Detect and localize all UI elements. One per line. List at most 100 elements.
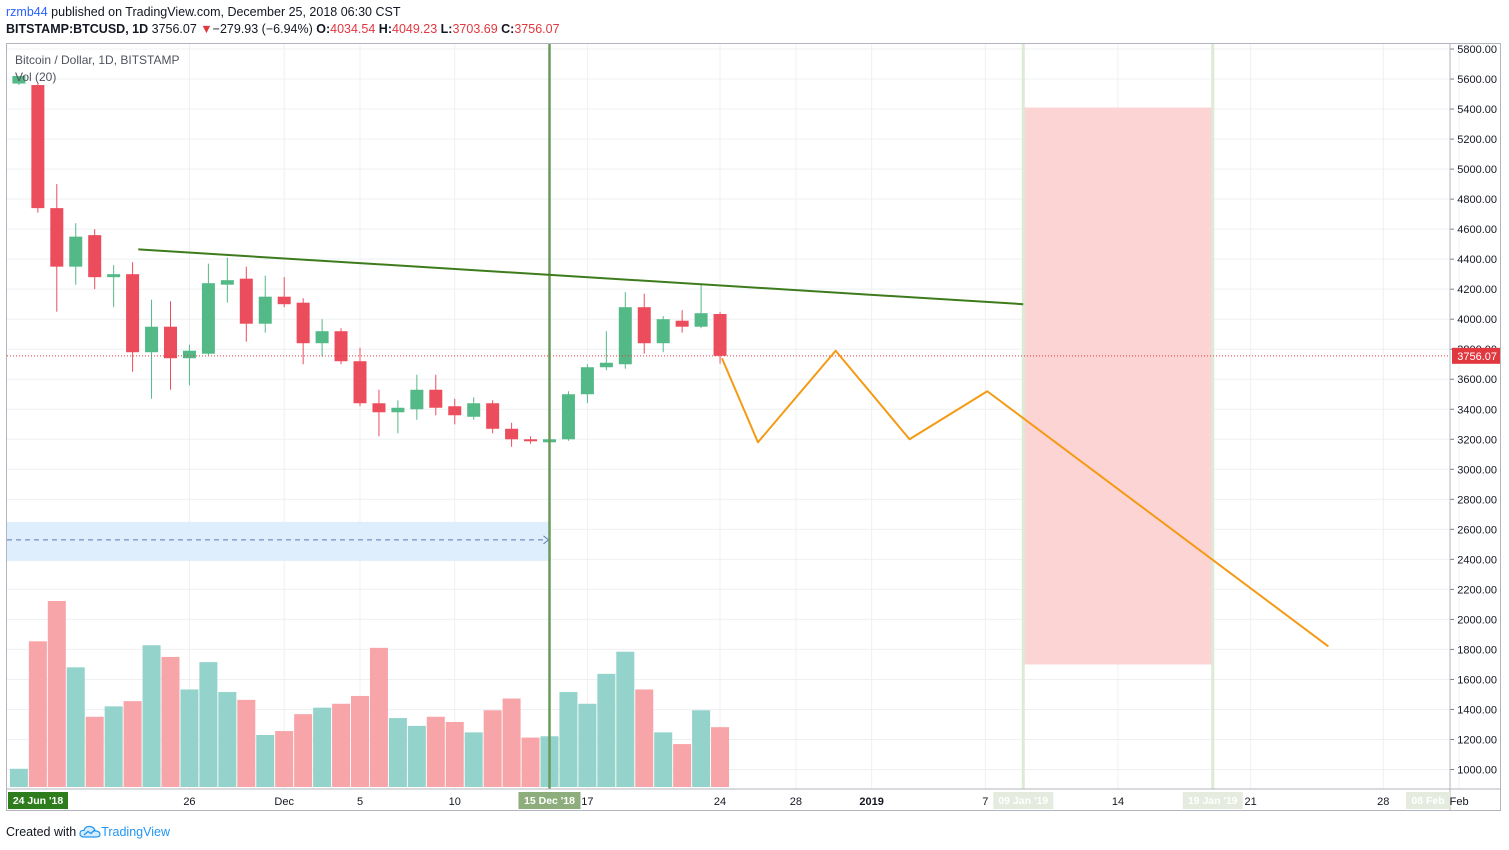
y-tick-label: 3400.00 [1457, 404, 1497, 416]
y-tick-label: 1800.00 [1457, 644, 1497, 656]
volume-bar [256, 734, 275, 787]
volume-bar [294, 714, 313, 787]
x-highlight-tag [993, 792, 1054, 809]
volume-bar [369, 647, 388, 787]
y-tick-label: 4200.00 [1457, 284, 1497, 296]
volume-bar [332, 703, 351, 787]
ohlc-line: BITSTAMP:BTCUSD, 1D 3756.07 ▼−279.93 (−6… [6, 22, 560, 36]
volume-bar [142, 645, 161, 787]
x-highlight-label: 19 Jan '19 [1188, 795, 1238, 807]
y-tick-label: 4800.00 [1457, 194, 1497, 206]
volume-bar [47, 601, 66, 787]
candle-body [391, 407, 405, 413]
close-value: 3756.07 [514, 22, 560, 36]
candle-body [50, 208, 64, 267]
volume-bar [9, 768, 28, 787]
y-tick-label: 2400.00 [1457, 554, 1497, 566]
y-tick-label: 5600.00 [1457, 74, 1497, 86]
x-tick-label: 5 [357, 796, 363, 808]
volume-bar [578, 703, 597, 787]
candle-body [467, 403, 481, 417]
last-price: 3756.07 [151, 22, 197, 36]
y-tick-label: 4000.00 [1457, 314, 1497, 326]
y-tick-label: 1200.00 [1457, 734, 1497, 746]
y-tick-label: 4600.00 [1457, 224, 1497, 236]
down-arrow-icon: ▼ [200, 22, 213, 36]
volume-bar [616, 651, 635, 787]
candle-body [713, 314, 727, 356]
candle-body [277, 296, 291, 305]
tradingview-cloud-icon [79, 825, 101, 838]
candle-body [429, 389, 443, 408]
price-axis[interactable]: 5800.00 5600.00 5400.00 5200.00 5000.00 4800.… [1449, 44, 1500, 811]
y-tick-label: 2800.00 [1457, 494, 1497, 506]
candle-body [486, 403, 500, 429]
volume-bar [502, 698, 521, 787]
y-tick-label: 5800.00 [1457, 44, 1497, 56]
tradingview-logo[interactable]: TradingView [79, 825, 170, 839]
candle-body [561, 394, 575, 440]
x-highlight-tag [518, 792, 581, 809]
candle-body [372, 403, 386, 413]
volume-bar [426, 716, 445, 787]
x-highlight-label: 08 Feb [1411, 795, 1444, 807]
x-tick-label: Dec [274, 796, 294, 808]
time-axis[interactable]: 26 Dec 5 10 17 24 28 2019 7 14 21 28 Feb 24 Jun '18 15… [7, 788, 1501, 809]
candle-body [164, 326, 177, 359]
candle-body [694, 313, 708, 327]
candle-body [69, 236, 83, 267]
low-label: L: [440, 22, 453, 36]
volume-bar [161, 656, 180, 787]
candle-body [618, 307, 632, 365]
candle-body [315, 331, 329, 344]
low-value: 3703.69 [452, 22, 498, 36]
volume-bar [85, 716, 104, 787]
volume-bar [275, 731, 294, 787]
volume-bars [9, 601, 730, 787]
candle-body [258, 296, 272, 324]
price-change: −279.93 (−6.94%) [212, 22, 313, 36]
y-tick-label: 1600.00 [1457, 674, 1497, 686]
tradingview-brand-text: TradingView [101, 825, 170, 839]
candle-body [580, 367, 594, 395]
y-tick-label: 3200.00 [1457, 434, 1497, 446]
open-label: O: [316, 22, 331, 36]
x-highlight-tag [8, 792, 68, 809]
resistance-trendline[interactable] [138, 248, 1024, 306]
candle-body [353, 361, 367, 404]
x-highlight-label: 15 Dec '18 [524, 795, 575, 807]
y-tick-label: 4400.00 [1457, 254, 1497, 266]
high-value: 4049.23 [392, 22, 438, 36]
candle-body [12, 76, 26, 84]
drawings[interactable] [7, 44, 1450, 789]
volume-bar [521, 737, 540, 787]
candle-body [656, 319, 670, 344]
candle-body [448, 406, 462, 416]
author-link[interactable]: rzmb44 [6, 5, 48, 19]
candle-body [675, 320, 689, 327]
price-projection-path[interactable] [721, 349, 1329, 648]
candle-body [296, 302, 310, 344]
volume-bar [237, 699, 256, 787]
volume-bar [123, 701, 142, 787]
last-price-tag [1452, 347, 1500, 364]
y-tick-label: 3600.00 [1457, 374, 1497, 386]
volume-bar [28, 641, 47, 787]
x-tick-label: 14 [1112, 796, 1124, 808]
candle-body [599, 362, 613, 368]
volume-bar [464, 732, 483, 787]
volume-bar [218, 692, 237, 787]
candle-body [239, 278, 253, 324]
symbol-label: BITSTAMP:BTCUSD, 1D [6, 22, 149, 36]
y-tick-label: 5000.00 [1457, 164, 1497, 176]
target-zone-box [1023, 107, 1213, 665]
volume-bar [445, 721, 464, 787]
volume-bar [692, 710, 711, 787]
candle-body [220, 280, 234, 285]
volume-bar [559, 692, 578, 787]
created-with-text: Created with [6, 825, 77, 839]
volume-bar [199, 662, 218, 787]
volume-bar [388, 718, 407, 787]
candle-body [410, 389, 424, 410]
